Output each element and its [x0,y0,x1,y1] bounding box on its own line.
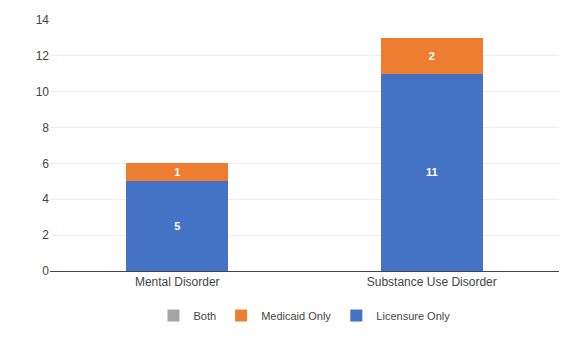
svg-text:0: 0 [42,264,49,278]
svg-text:14: 14 [36,13,50,27]
svg-text:12: 12 [36,49,50,63]
svg-text:11: 11 [426,166,438,178]
svg-text:Licensure Only: Licensure Only [376,310,450,322]
svg-text:2: 2 [429,50,435,62]
svg-text:Both: Both [194,310,217,322]
svg-text:4: 4 [42,192,49,206]
svg-text:Mental Disorder: Mental Disorder [135,275,220,289]
svg-text:8: 8 [42,121,49,135]
svg-text:Medicaid Only: Medicaid Only [261,310,331,322]
svg-text:5: 5 [174,220,180,232]
svg-text:Substance Use Disorder: Substance Use Disorder [367,275,497,289]
svg-text:6: 6 [42,157,49,171]
svg-text:2: 2 [42,228,49,242]
svg-text:1: 1 [174,166,180,178]
svg-text:10: 10 [36,85,50,99]
